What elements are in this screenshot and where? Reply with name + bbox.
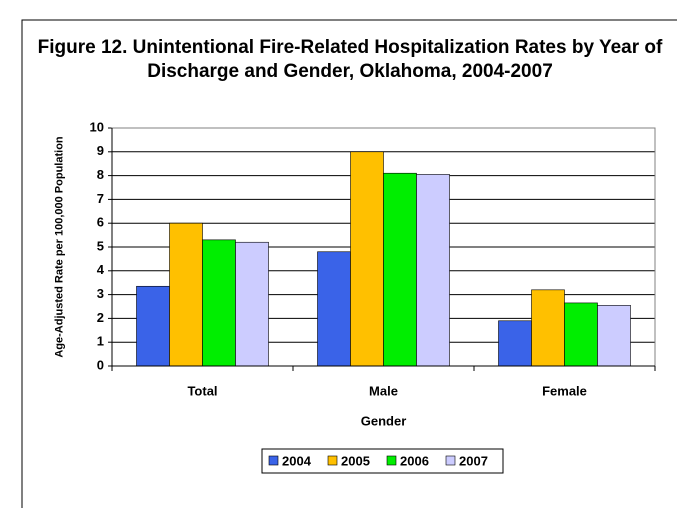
legend-swatch bbox=[445, 455, 456, 466]
legend-swatch bbox=[327, 455, 338, 466]
x-tick-label: Male bbox=[369, 383, 398, 398]
legend-swatch bbox=[386, 455, 397, 466]
y-tick-label: 9 bbox=[97, 143, 104, 158]
y-tick-label: 6 bbox=[97, 215, 104, 230]
legend-swatch bbox=[268, 455, 279, 466]
legend-label: 2007 bbox=[459, 453, 488, 468]
bar bbox=[597, 305, 631, 367]
y-tick-label: 8 bbox=[97, 167, 104, 182]
bar bbox=[383, 172, 417, 367]
legend-label: 2004 bbox=[282, 453, 312, 468]
x-tick-label: Female bbox=[542, 383, 587, 398]
bar bbox=[202, 239, 236, 367]
chart-title: Figure 12. Unintentional Fire-Related Ho… bbox=[37, 37, 663, 82]
bar bbox=[235, 241, 269, 367]
y-tick-label: 7 bbox=[97, 191, 104, 206]
legend-box bbox=[261, 448, 504, 474]
bar bbox=[317, 251, 351, 367]
x-tick-label: Total bbox=[187, 383, 217, 398]
bar bbox=[531, 289, 565, 367]
x-axis-label: Gender bbox=[361, 413, 407, 428]
bar bbox=[350, 151, 384, 367]
bar bbox=[564, 302, 598, 367]
bar bbox=[416, 174, 450, 367]
y-tick-label: 0 bbox=[97, 357, 104, 372]
y-tick-label: 3 bbox=[97, 286, 104, 301]
y-tick-label: 5 bbox=[97, 238, 104, 253]
legend-label: 2005 bbox=[341, 453, 370, 468]
legend-label: 2006 bbox=[400, 453, 429, 468]
y-tick-label: 10 bbox=[90, 119, 104, 134]
bar bbox=[136, 285, 170, 367]
frame bbox=[21, 19, 677, 508]
y-axis-label: Age-Adjusted Rate per 100,000 Population bbox=[53, 136, 66, 358]
bar bbox=[169, 222, 203, 367]
y-tick-label: 1 bbox=[97, 334, 104, 349]
y-tick-label: 4 bbox=[97, 262, 105, 277]
bar bbox=[498, 320, 532, 367]
y-tick-label: 2 bbox=[97, 310, 104, 325]
